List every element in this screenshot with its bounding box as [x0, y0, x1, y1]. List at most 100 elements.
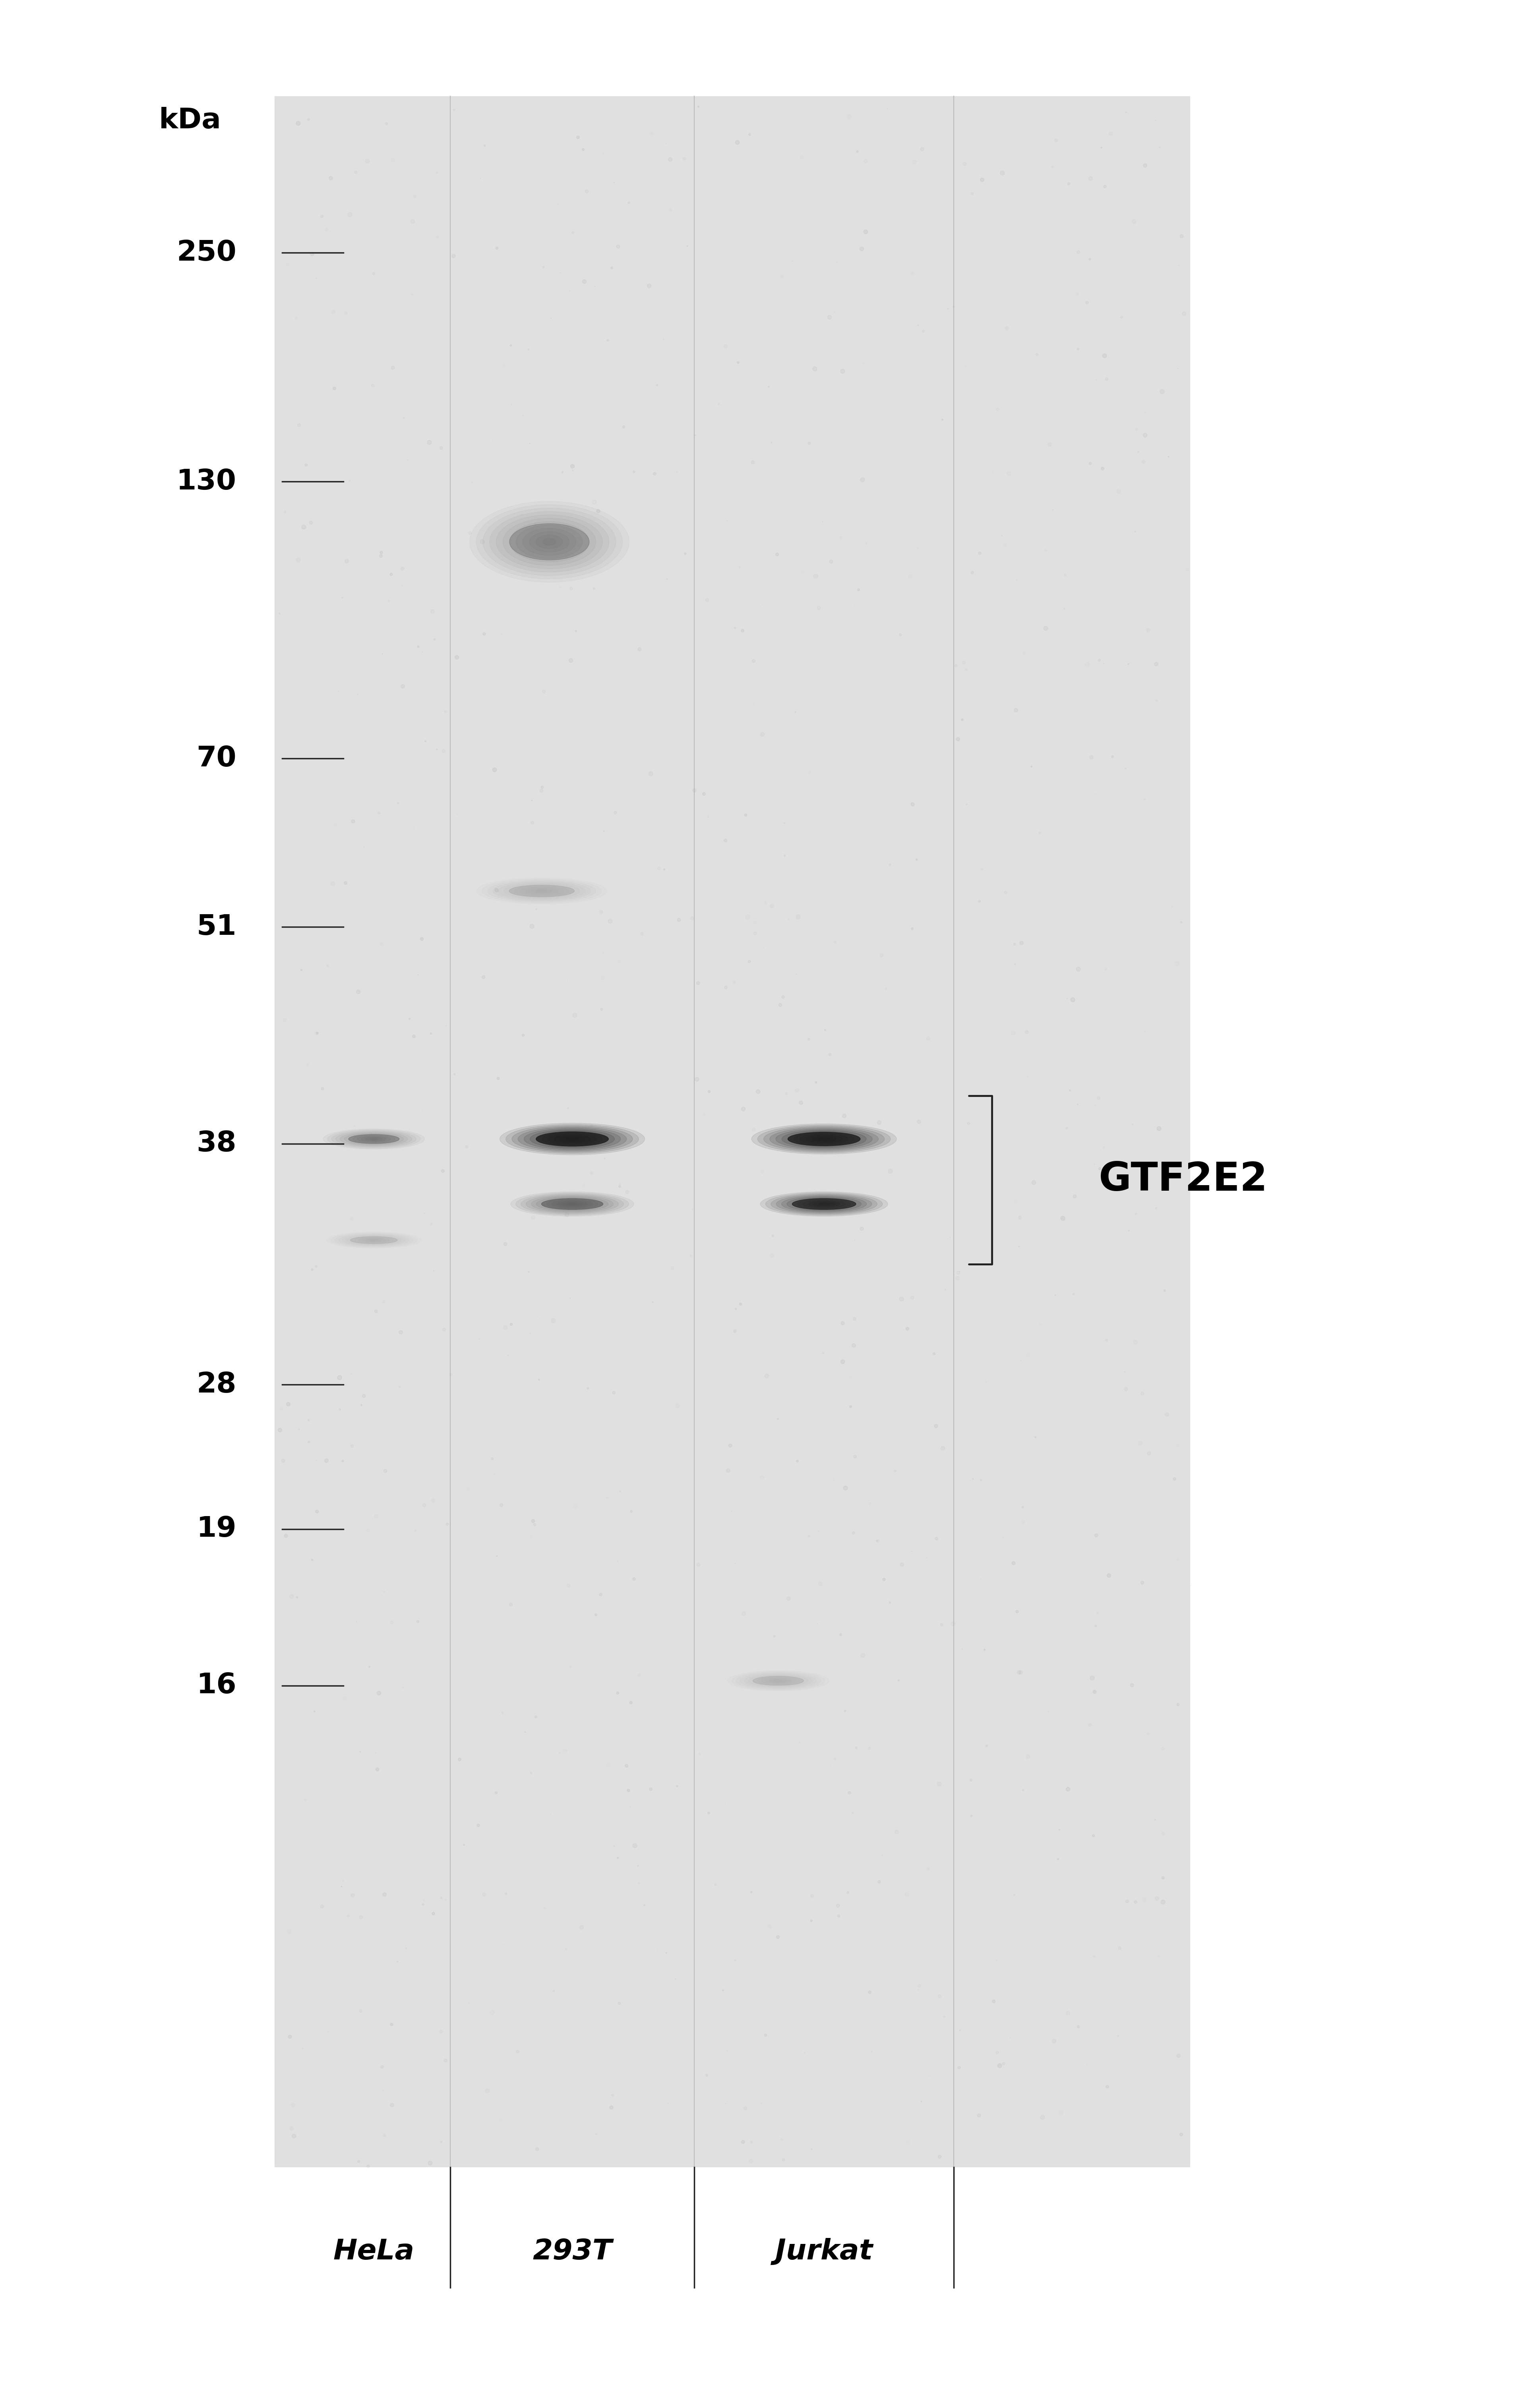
Ellipse shape — [499, 1122, 645, 1156]
Ellipse shape — [345, 1134, 403, 1144]
FancyBboxPatch shape — [275, 96, 1190, 2167]
Ellipse shape — [557, 1202, 588, 1206]
Text: Jurkat: Jurkat — [775, 2237, 873, 2266]
Ellipse shape — [546, 1199, 598, 1209]
Ellipse shape — [803, 1199, 845, 1209]
Ellipse shape — [766, 1678, 790, 1683]
Ellipse shape — [365, 1137, 383, 1141]
Ellipse shape — [523, 1129, 621, 1149]
Ellipse shape — [752, 1676, 804, 1686]
Text: 38: 38 — [197, 1129, 237, 1158]
Text: HeLa: HeLa — [333, 2237, 415, 2266]
Ellipse shape — [771, 1194, 877, 1214]
Ellipse shape — [769, 1127, 879, 1151]
Ellipse shape — [777, 1194, 871, 1214]
Text: 130: 130 — [177, 467, 237, 496]
Ellipse shape — [552, 1199, 592, 1209]
Ellipse shape — [523, 527, 575, 556]
Ellipse shape — [536, 1197, 609, 1211]
Text: 293T: 293T — [533, 2237, 612, 2266]
Ellipse shape — [362, 1137, 386, 1141]
Ellipse shape — [792, 1197, 856, 1211]
Ellipse shape — [809, 1202, 839, 1206]
Ellipse shape — [511, 1192, 633, 1216]
Ellipse shape — [359, 1238, 389, 1243]
Ellipse shape — [806, 1134, 842, 1144]
Ellipse shape — [520, 886, 563, 896]
Ellipse shape — [331, 1132, 417, 1149]
Ellipse shape — [775, 1129, 873, 1149]
Ellipse shape — [766, 1192, 882, 1216]
Ellipse shape — [812, 1137, 836, 1141]
Ellipse shape — [800, 1134, 848, 1144]
Ellipse shape — [516, 1192, 629, 1216]
Ellipse shape — [760, 1192, 888, 1216]
Ellipse shape — [348, 1134, 400, 1144]
Ellipse shape — [781, 1197, 867, 1211]
Text: 70: 70 — [197, 744, 237, 773]
Ellipse shape — [536, 535, 563, 549]
Text: 19: 19 — [197, 1515, 237, 1544]
Ellipse shape — [362, 1238, 386, 1243]
Ellipse shape — [504, 518, 595, 566]
Ellipse shape — [781, 1129, 867, 1149]
Ellipse shape — [520, 1194, 624, 1214]
Text: GTF2E2: GTF2E2 — [1099, 1161, 1268, 1199]
Ellipse shape — [757, 1676, 800, 1686]
Ellipse shape — [536, 1132, 609, 1146]
Ellipse shape — [818, 1137, 830, 1141]
Ellipse shape — [792, 1199, 856, 1209]
Ellipse shape — [531, 1197, 613, 1211]
Ellipse shape — [516, 525, 583, 559]
Ellipse shape — [787, 1197, 861, 1211]
Ellipse shape — [517, 1127, 627, 1151]
Ellipse shape — [787, 1132, 861, 1146]
Ellipse shape — [752, 1125, 897, 1153]
Ellipse shape — [813, 1202, 835, 1206]
Ellipse shape — [798, 1199, 850, 1209]
Ellipse shape — [536, 1132, 609, 1146]
Ellipse shape — [351, 1238, 397, 1243]
Text: 16: 16 — [197, 1671, 237, 1700]
Ellipse shape — [542, 1132, 603, 1146]
Ellipse shape — [353, 1134, 395, 1144]
Ellipse shape — [497, 881, 584, 901]
Ellipse shape — [763, 1127, 885, 1151]
Ellipse shape — [787, 1132, 861, 1146]
Ellipse shape — [504, 884, 580, 898]
Ellipse shape — [560, 1137, 584, 1141]
Ellipse shape — [496, 515, 603, 568]
Text: 51: 51 — [197, 913, 237, 942]
Ellipse shape — [336, 1132, 412, 1146]
Ellipse shape — [566, 1137, 578, 1141]
Ellipse shape — [340, 1132, 407, 1146]
Ellipse shape — [542, 1199, 603, 1209]
Ellipse shape — [510, 886, 574, 896]
Ellipse shape — [769, 1678, 787, 1683]
Ellipse shape — [554, 1134, 591, 1144]
Ellipse shape — [562, 1202, 583, 1206]
Text: 28: 28 — [197, 1370, 237, 1399]
Ellipse shape — [531, 889, 552, 893]
Ellipse shape — [530, 1129, 615, 1149]
Ellipse shape — [542, 1197, 603, 1211]
Ellipse shape — [511, 1127, 633, 1153]
Ellipse shape — [510, 523, 589, 561]
Ellipse shape — [525, 889, 559, 893]
Ellipse shape — [548, 1134, 597, 1144]
Ellipse shape — [357, 1137, 391, 1141]
Text: 250: 250 — [177, 238, 237, 267]
Ellipse shape — [328, 1129, 420, 1149]
Ellipse shape — [510, 884, 574, 898]
Ellipse shape — [752, 1676, 804, 1686]
Ellipse shape — [505, 1125, 639, 1153]
Ellipse shape — [514, 886, 569, 896]
Ellipse shape — [510, 523, 589, 561]
Ellipse shape — [526, 1194, 618, 1214]
Ellipse shape — [761, 1678, 795, 1683]
Ellipse shape — [543, 539, 555, 544]
Ellipse shape — [794, 1132, 855, 1146]
Ellipse shape — [366, 1238, 382, 1243]
Ellipse shape — [530, 532, 569, 551]
Ellipse shape — [348, 1134, 400, 1144]
